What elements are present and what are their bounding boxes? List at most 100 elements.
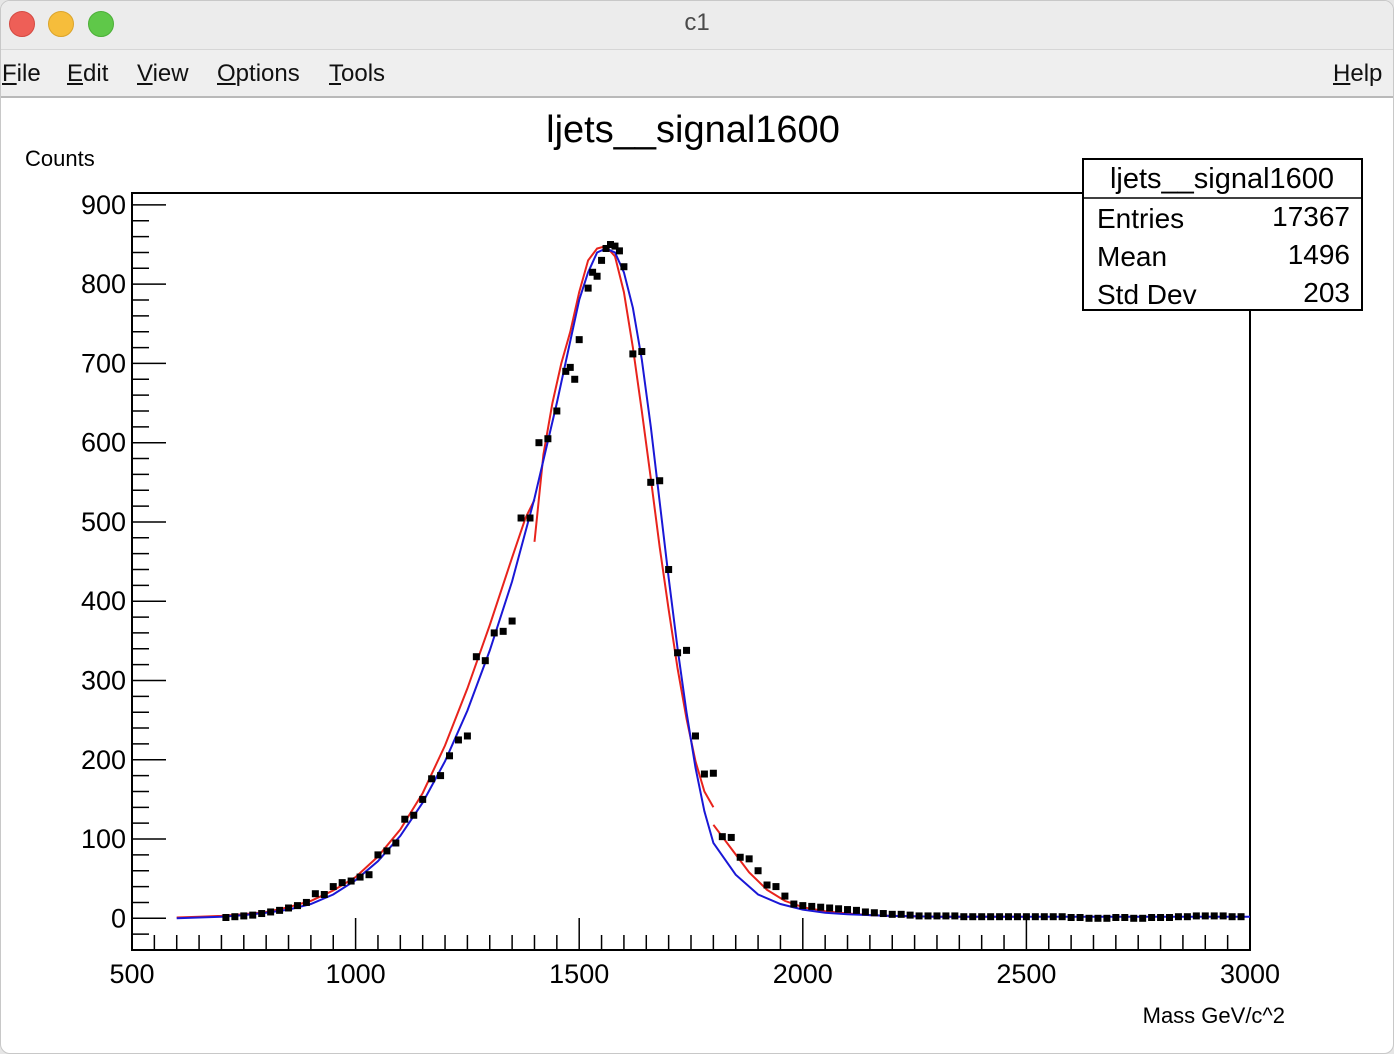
data-point	[772, 883, 780, 891]
y-tick-label: 400	[81, 586, 126, 616]
data-point	[960, 913, 968, 921]
menu-tools-mnemonic: T	[329, 60, 341, 87]
y-tick-label: 600	[81, 428, 126, 458]
data-point	[978, 913, 986, 921]
data-point	[329, 883, 337, 891]
data-point	[799, 902, 807, 910]
plot-canvas[interactable]: ljets__signal1600 Counts Mass GeV/c^2 0 1…	[1, 98, 1393, 1053]
data-point	[683, 646, 691, 654]
stats-box[interactable]: ljets__signal1600 Entries 17367 Mean 149…	[1082, 158, 1363, 311]
x-axis: 500 1000 1500 2000 2500 3000	[109, 918, 1280, 989]
menu-file[interactable]: File	[2, 60, 41, 88]
data-point	[951, 912, 959, 920]
data-point	[472, 653, 480, 661]
fit-curve-segment	[176, 499, 536, 919]
data-point	[1183, 913, 1191, 921]
y-tick-label: 900	[81, 190, 126, 220]
data-point	[544, 435, 552, 443]
chart-title: ljets__signal1600	[546, 109, 840, 151]
data-point	[517, 514, 525, 522]
data-point	[1219, 912, 1227, 920]
data-point	[392, 839, 400, 847]
menu-edit[interactable]: Edit	[67, 60, 108, 88]
data-point	[454, 736, 462, 744]
data-point	[906, 911, 914, 919]
data-point	[835, 905, 843, 913]
data-point	[924, 912, 932, 920]
stats-title: ljets__signal1600	[1110, 163, 1334, 195]
data-point	[629, 350, 637, 358]
data-point	[374, 851, 382, 859]
data-point	[1130, 914, 1138, 922]
data-point	[1192, 912, 1200, 920]
data-point	[1031, 913, 1039, 921]
zoom-window-button[interactable]	[88, 11, 114, 37]
data-point	[240, 912, 248, 920]
data-point	[1022, 913, 1030, 921]
data-point	[861, 908, 869, 916]
data-point	[401, 815, 409, 823]
data-point	[1076, 914, 1084, 922]
data-point	[383, 847, 391, 855]
data-point	[365, 871, 373, 879]
data-point	[638, 348, 646, 356]
data-point	[356, 873, 364, 881]
data-point	[258, 910, 266, 918]
data-point	[727, 833, 735, 841]
fit-curve-segment	[533, 244, 715, 808]
data-point	[428, 775, 436, 783]
data-point	[1085, 914, 1093, 922]
data-point	[584, 284, 592, 292]
menu-file-mnemonic: F	[2, 60, 17, 87]
y-axis: 0 100 200 300 400 500 600 700 800 900	[81, 190, 166, 951]
data-points	[222, 241, 1245, 922]
data-point	[575, 336, 583, 344]
histogram-plot: ljets__signal1600 Counts Mass GeV/c^2 0 1…	[25, 109, 1363, 1028]
x-tick-label: 3000	[1220, 959, 1280, 989]
data-point	[302, 898, 310, 906]
menu-view[interactable]: View	[137, 60, 189, 88]
menu-view-label: iew	[152, 60, 189, 87]
data-point	[347, 877, 355, 885]
data-point	[499, 627, 507, 635]
data-point	[1174, 913, 1182, 921]
data-point	[1210, 912, 1218, 920]
stats-stddev-label: Std Dev	[1097, 279, 1197, 310]
data-point	[897, 910, 905, 918]
y-tick-label: 200	[81, 745, 126, 775]
data-point	[508, 617, 516, 625]
stats-entries-value: 17367	[1272, 201, 1350, 232]
data-point	[817, 903, 825, 911]
menu-help-label: elp	[1350, 60, 1383, 87]
minimize-window-button[interactable]	[48, 11, 74, 37]
menu-options-mnemonic: O	[217, 60, 236, 87]
data-point	[647, 478, 655, 486]
data-point	[535, 439, 543, 447]
data-point	[463, 732, 471, 740]
window-title: c1	[684, 9, 710, 36]
menu-help-mnemonic: H	[1333, 60, 1351, 87]
data-point	[589, 268, 597, 276]
menu-tools[interactable]: Tools	[329, 60, 385, 88]
titlebar: c1	[1, 1, 1393, 50]
data-point	[249, 911, 257, 919]
menu-options[interactable]: Options	[217, 60, 300, 88]
data-point	[615, 247, 623, 255]
menu-help[interactable]: Help	[1333, 60, 1382, 88]
data-point	[808, 902, 816, 910]
close-window-button[interactable]	[9, 11, 35, 37]
data-point	[598, 256, 606, 264]
x-tick-label: 1500	[549, 959, 609, 989]
data-point	[933, 912, 941, 920]
fit-curves	[176, 244, 1250, 920]
data-point	[852, 906, 860, 914]
stats-mean-value: 1496	[1288, 239, 1350, 270]
data-point	[656, 477, 664, 485]
data-point	[969, 913, 977, 921]
data-point	[987, 913, 995, 921]
y-tick-label: 700	[81, 348, 126, 378]
x-tick-label: 1000	[326, 959, 386, 989]
data-point	[790, 900, 798, 908]
data-point	[736, 853, 744, 861]
